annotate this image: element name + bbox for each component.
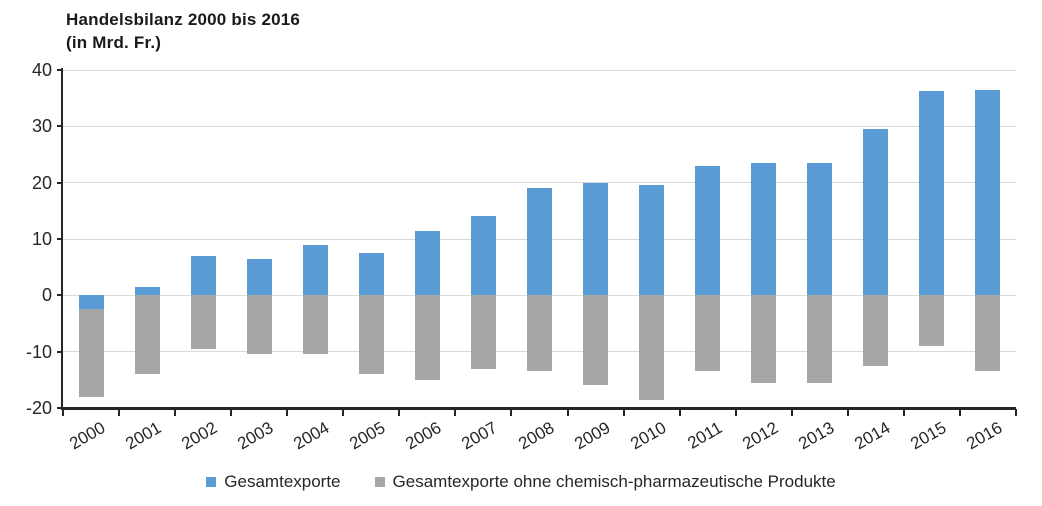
legend-item-gesamtexporte: Gesamtexporte: [206, 472, 341, 492]
x-axis-label-2010: 2010: [626, 418, 670, 454]
bar-ohne-chem-pharma-2005: [358, 295, 384, 375]
x-axis-tick: [1015, 409, 1017, 416]
y-axis-line: [61, 68, 63, 410]
y-axis-tick: [57, 294, 63, 297]
bar-gesamtexporte-2006: [414, 230, 440, 296]
y-axis-tick: [57, 125, 63, 128]
x-axis-tick: [790, 409, 793, 416]
x-axis-tick: [566, 409, 569, 416]
x-axis-label-2002: 2002: [178, 418, 221, 454]
x-axis-line: [61, 407, 1016, 410]
legend-item-ohne-chemisch-pharmazeutische: Gesamtexporte ohne chemisch-pharmazeutis…: [374, 472, 836, 492]
legend-label: Gesamtexporte: [224, 472, 341, 491]
x-axis-tick: [230, 409, 233, 416]
bar-gesamtexporte-2012: [751, 162, 777, 296]
bar-ohne-chem-pharma-2002: [190, 295, 216, 349]
x-axis-tick: [174, 409, 177, 416]
x-axis-tick: [622, 409, 625, 416]
y-axis-label-0: 0: [41, 285, 52, 306]
x-axis-tick: [454, 409, 457, 416]
x-axis-label-2004: 2004: [290, 418, 333, 454]
bar-gesamtexporte-2000: [78, 295, 104, 310]
x-axis-tick: [734, 409, 737, 416]
y-axis-tick: [57, 181, 63, 184]
legend-square-icon-gray: [374, 477, 385, 487]
bar-gesamtexporte-2013: [807, 162, 833, 296]
y-axis-label-30: 30: [31, 116, 52, 137]
x-axis-label-2005: 2005: [346, 418, 389, 454]
y-axis-tick: [57, 350, 63, 353]
x-axis-label-2013: 2013: [795, 418, 838, 454]
bar-gesamtexporte-2010: [639, 185, 665, 296]
x-axis-label-2000: 2000: [66, 418, 109, 454]
x-axis-label-2003: 2003: [234, 418, 277, 454]
x-axis-label-2009: 2009: [570, 418, 614, 454]
x-axis-tick: [342, 409, 345, 416]
bar-ohne-chem-pharma-2014: [863, 295, 889, 366]
x-axis-label-2006: 2006: [402, 418, 445, 454]
x-axis-label-2012: 2012: [738, 418, 782, 454]
bar-gesamtexporte-2011: [695, 165, 721, 296]
chart-title: Handelsbilanz 2000 bis 2016 (in Mrd. Fr.…: [66, 8, 300, 54]
x-axis-tick: [398, 409, 401, 416]
bar-gesamtexporte-2015: [919, 90, 945, 296]
x-axis-tick: [62, 409, 64, 416]
bar-gesamtexporte-2001: [134, 286, 160, 296]
gridline-y-30: [63, 125, 1016, 127]
bar-ohne-chem-pharma-2015: [919, 295, 945, 347]
y-axis-tick: [57, 69, 63, 71]
y-axis-label-40: 40: [31, 60, 52, 80]
chart-title-line1: Handelsbilanz 2000 bis 2016: [66, 10, 301, 29]
bar-ohne-chem-pharma-2008: [527, 295, 552, 372]
gridline-y-20: [63, 182, 1016, 184]
y-axis-label--10: -10: [25, 341, 52, 362]
y-axis-tick: [57, 238, 63, 240]
bar-ohne-chem-pharma-2010: [639, 295, 665, 400]
bar-ohne-chem-pharma-2000: [78, 295, 104, 397]
x-axis-label-2016: 2016: [963, 418, 1006, 454]
x-axis-label-2011: 2011: [684, 418, 726, 453]
x-axis-tick: [846, 409, 849, 416]
chart-legend: Gesamtexporte Gesamtexporte ohne chemisc…: [0, 472, 1042, 492]
x-axis-tick: [902, 409, 905, 416]
bar-ohne-chem-pharma-2011: [695, 295, 721, 372]
chart-title-line2: (in Mrd. Fr.): [66, 33, 162, 52]
x-axis-label-2015: 2015: [907, 418, 950, 454]
bar-gesamtexporte-2008: [527, 188, 552, 296]
bar-gesamtexporte-2002: [190, 255, 216, 296]
bar-ohne-chem-pharma-2013: [807, 295, 833, 383]
bar-gesamtexporte-2005: [358, 253, 384, 296]
bar-ohne-chem-pharma-2016: [975, 295, 1001, 372]
bar-ohne-chem-pharma-2012: [751, 295, 777, 383]
bar-ohne-chem-pharma-2004: [302, 295, 328, 355]
y-axis-label-20: 20: [31, 172, 52, 193]
x-axis-tick: [958, 409, 961, 416]
y-axis-tick: [57, 407, 63, 409]
bar-ohne-chem-pharma-2006: [414, 295, 440, 380]
y-axis-label-10: 10: [31, 229, 52, 249]
bar-gesamtexporte-2007: [470, 216, 496, 296]
bar-gesamtexporte-2009: [583, 182, 609, 296]
gridline-y-40: [63, 69, 1016, 71]
x-axis-label-2007: 2007: [458, 418, 501, 454]
bar-ohne-chem-pharma-2001: [134, 295, 160, 375]
bar-gesamtexporte-2003: [246, 258, 272, 296]
bar-gesamtexporte-2014: [863, 129, 889, 296]
bar-ohne-chem-pharma-2007: [470, 295, 496, 369]
x-axis-label-2008: 2008: [514, 418, 557, 454]
bar-gesamtexporte-2016: [975, 89, 1001, 296]
bar-ohne-chem-pharma-2003: [246, 295, 272, 355]
x-axis-tick: [118, 409, 121, 416]
y-axis-label--20: -20: [25, 398, 52, 418]
x-axis-tick: [678, 409, 681, 416]
x-axis-label-2001: 2001: [122, 418, 165, 454]
bar-gesamtexporte-2004: [302, 244, 328, 296]
legend-label: Gesamtexporte ohne chemisch-pharmazeutis…: [392, 472, 836, 491]
x-axis-tick: [286, 409, 289, 416]
x-axis-tick: [510, 409, 513, 416]
legend-square-icon-blue: [206, 477, 217, 487]
x-axis-label-2014: 2014: [851, 418, 894, 454]
bar-ohne-chem-pharma-2009: [583, 295, 609, 386]
